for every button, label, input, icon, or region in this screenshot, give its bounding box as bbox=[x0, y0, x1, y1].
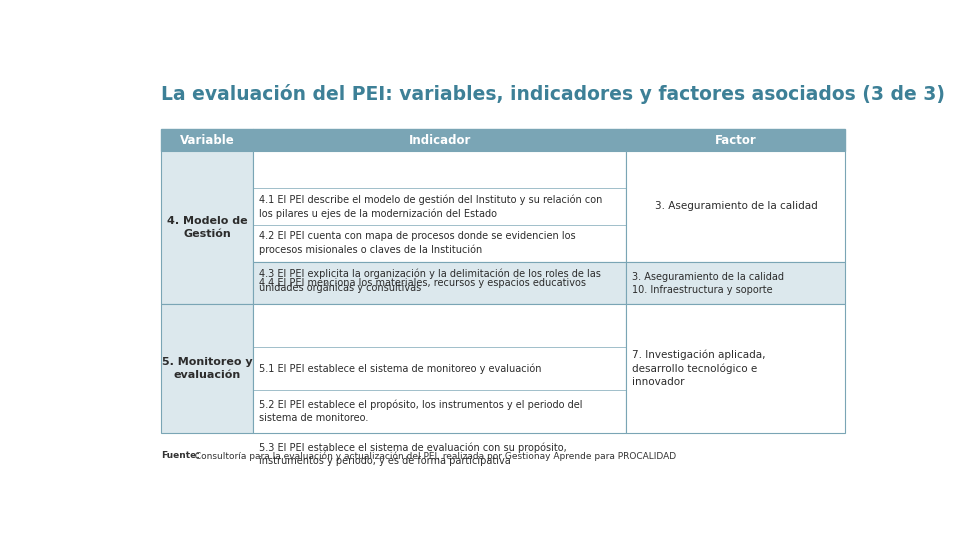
FancyBboxPatch shape bbox=[253, 129, 626, 151]
FancyBboxPatch shape bbox=[253, 151, 626, 262]
FancyBboxPatch shape bbox=[253, 305, 626, 433]
FancyBboxPatch shape bbox=[626, 129, 846, 151]
Text: 4.3 El PEI explicita la organización y la delimitación de los roles de las
unida: 4.3 El PEI explicita la organización y l… bbox=[258, 268, 600, 293]
Text: Indicador: Indicador bbox=[409, 134, 471, 147]
Text: 5.3 El PEI establece el sistema de evaluación con su propósito,
instrumentos y p: 5.3 El PEI establece el sistema de evalu… bbox=[258, 442, 566, 466]
FancyBboxPatch shape bbox=[626, 305, 846, 433]
Text: 4.1 El PEI describe el modelo de gestión del Instituto y su relación con
los pil: 4.1 El PEI describe el modelo de gestión… bbox=[258, 194, 602, 219]
Text: La evaluación del PEI: variables, indicadores y factores asociados (3 de 3): La evaluación del PEI: variables, indica… bbox=[161, 84, 945, 104]
Text: 3. Aseguramiento de la calidad
10. Infraestructura y soporte: 3. Aseguramiento de la calidad 10. Infra… bbox=[632, 272, 783, 295]
Text: 3. Aseguramiento de la calidad: 3. Aseguramiento de la calidad bbox=[655, 201, 817, 212]
Text: 5.1 El PEI establece el sistema de monitoreo y evaluación: 5.1 El PEI establece el sistema de monit… bbox=[258, 363, 541, 374]
Text: Variable: Variable bbox=[180, 134, 234, 147]
Text: 4. Modelo de
Gestión: 4. Modelo de Gestión bbox=[167, 216, 248, 239]
Text: Consultoría para la evaluación y actualización del PEI, realizada por Gestionay : Consultoría para la evaluación y actuali… bbox=[192, 451, 676, 461]
FancyBboxPatch shape bbox=[626, 262, 846, 305]
Text: 5.2 El PEI establece el propósito, los instrumentos y el periodo del
sistema de : 5.2 El PEI establece el propósito, los i… bbox=[258, 400, 582, 423]
FancyBboxPatch shape bbox=[626, 151, 846, 262]
FancyBboxPatch shape bbox=[253, 262, 626, 305]
Text: 7. Investigación aplicada,
desarrollo tecnológico e
innovador: 7. Investigación aplicada, desarrollo te… bbox=[632, 350, 765, 387]
Text: Fuente:: Fuente: bbox=[161, 451, 200, 461]
FancyBboxPatch shape bbox=[161, 129, 253, 151]
Text: Factor: Factor bbox=[715, 134, 756, 147]
FancyBboxPatch shape bbox=[161, 305, 253, 433]
Text: 4.4 El PEI menciona los materiales, recursos y espacios educativos: 4.4 El PEI menciona los materiales, recu… bbox=[258, 278, 586, 288]
Text: 5. Monitoreo y
evaluación: 5. Monitoreo y evaluación bbox=[162, 357, 252, 380]
FancyBboxPatch shape bbox=[161, 151, 253, 305]
Text: 4.2 El PEI cuenta con mapa de procesos donde se evidencien los
procesos misional: 4.2 El PEI cuenta con mapa de procesos d… bbox=[258, 232, 575, 255]
